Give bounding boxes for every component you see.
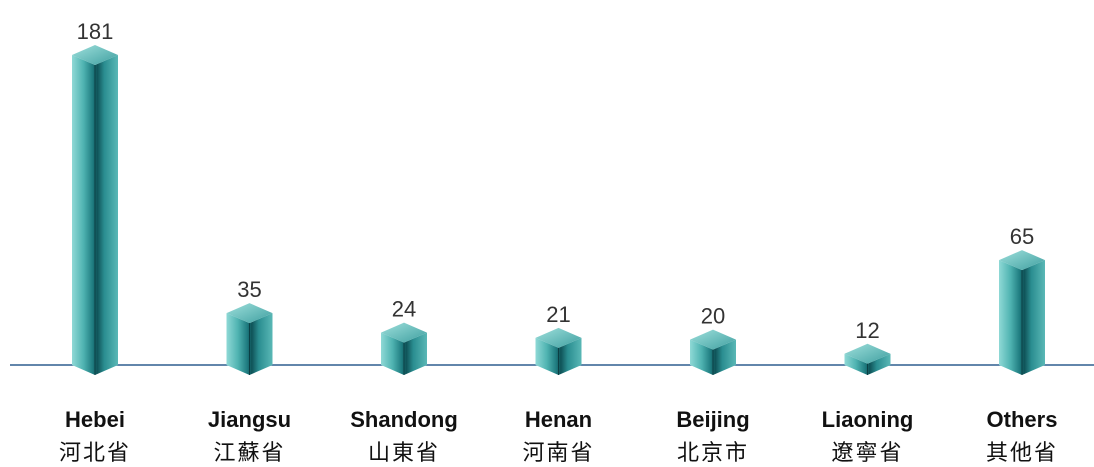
value-label: 21	[546, 302, 570, 327]
bar-top-face	[72, 45, 118, 65]
category-label-en: Hebei	[65, 407, 125, 432]
bar-top-face	[535, 327, 582, 348]
bar-liaoning	[844, 343, 891, 375]
bar-top-face	[226, 303, 273, 324]
category-label-zh: 北京市	[677, 441, 749, 466]
bar-top-face	[844, 343, 891, 364]
category-label-en: Others	[987, 407, 1058, 432]
category-label-zh: 山東省	[368, 441, 440, 466]
bar-others	[999, 250, 1045, 375]
category-label-en: Henan	[525, 407, 592, 432]
category-label-en: Liaoning	[822, 407, 914, 432]
value-label: 24	[392, 297, 416, 322]
bar-top-face	[690, 329, 736, 350]
category-label-zh: 遼寧省	[831, 441, 903, 466]
bar-hebei	[72, 45, 118, 375]
value-label: 20	[701, 304, 725, 329]
category-label-zh: 江蘇省	[213, 441, 285, 466]
labels-group: 181 Hebei 河北省 35 Jiangsu 江蘇省 24 Shandong 山東省 21 He…	[59, 19, 1058, 466]
value-label: 65	[1010, 224, 1034, 249]
category-label-en: Beijing	[676, 407, 749, 432]
value-label: 12	[855, 318, 879, 343]
bars-group	[72, 45, 1045, 375]
bar-beijing	[690, 329, 736, 375]
category-label-en: Shandong	[350, 407, 458, 432]
bar-henan	[535, 327, 582, 375]
bar-jiangsu	[226, 303, 273, 375]
category-label-zh: 河北省	[59, 441, 131, 466]
value-label: 35	[237, 277, 261, 302]
value-label: 181	[77, 19, 114, 44]
bar-top-face	[381, 322, 427, 343]
category-label-en: Jiangsu	[208, 407, 291, 432]
bar-shandong	[381, 322, 427, 375]
category-label-zh: 其他省	[986, 441, 1058, 466]
category-label-zh: 河南省	[522, 441, 594, 466]
bar-top-face	[999, 250, 1045, 271]
